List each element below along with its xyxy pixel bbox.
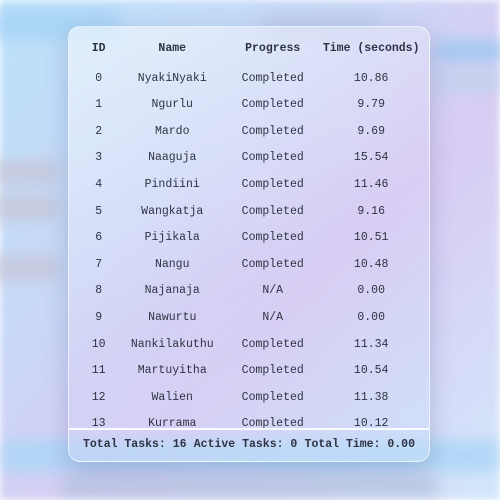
cell-prog: Completed (226, 171, 319, 198)
cell-name: Naaguja (118, 145, 226, 172)
cell-time: 10.54 (319, 357, 423, 384)
cell-prog: Completed (226, 198, 319, 225)
cell-name: Pindiini (118, 171, 226, 198)
total-tasks: Total Tasks: 16 (83, 438, 187, 451)
table-row: 11MartuyithaCompleted10.54 (79, 357, 423, 384)
col-header-time: Time (seconds) (319, 35, 423, 65)
tasks-scroll-area[interactable]: ID Name Progress Time (seconds) 0NyakiNy… (69, 27, 429, 428)
tasks-table: ID Name Progress Time (seconds) 0NyakiNy… (79, 35, 423, 428)
cell-time: 9.69 (319, 118, 423, 145)
cell-time: 15.54 (319, 145, 423, 172)
cell-prog: Completed (226, 224, 319, 251)
active-tasks: Active Tasks: 0 (194, 438, 298, 451)
cell-name: Kurrama (118, 411, 226, 428)
table-row: 3NaagujaCompleted15.54 (79, 145, 423, 172)
cell-name: Najanaja (118, 278, 226, 305)
tasks-footer: Total Tasks: 16 Active Tasks: 0 Total Ti… (69, 428, 429, 461)
cell-prog: Completed (226, 91, 319, 118)
cell-prog: N/A (226, 304, 319, 331)
cell-time: 11.38 (319, 384, 423, 411)
table-row: 9NawurtuN/A0.00 (79, 304, 423, 331)
table-row: 8NajanajaN/A0.00 (79, 278, 423, 305)
cell-id: 12 (79, 384, 118, 411)
table-row: 6PijikalaCompleted10.51 (79, 224, 423, 251)
table-row: 2MardoCompleted9.69 (79, 118, 423, 145)
cell-name: Nangu (118, 251, 226, 278)
table-row: 10NankilakuthuCompleted11.34 (79, 331, 423, 358)
cell-prog: N/A (226, 278, 319, 305)
table-row: 4PindiiniCompleted11.46 (79, 171, 423, 198)
cell-id: 0 (79, 65, 118, 92)
cell-time: 10.48 (319, 251, 423, 278)
table-row: 0NyakiNyakiCompleted10.86 (79, 65, 423, 92)
table-header-row: ID Name Progress Time (seconds) (79, 35, 423, 65)
cell-id: 13 (79, 411, 118, 428)
cell-prog: Completed (226, 65, 319, 92)
cell-name: Walien (118, 384, 226, 411)
cell-prog: Completed (226, 251, 319, 278)
cell-time: 9.16 (319, 198, 423, 225)
total-tasks-value: 16 (173, 438, 187, 451)
cell-prog: Completed (226, 411, 319, 428)
cell-id: 4 (79, 171, 118, 198)
cell-time: 11.34 (319, 331, 423, 358)
cell-time: 11.46 (319, 171, 423, 198)
cell-name: Nankilakuthu (118, 331, 226, 358)
cell-id: 9 (79, 304, 118, 331)
table-row: 1NgurluCompleted9.79 (79, 91, 423, 118)
cell-prog: Completed (226, 357, 319, 384)
cell-prog: Completed (226, 145, 319, 172)
col-header-progress: Progress (226, 35, 319, 65)
cell-prog: Completed (226, 384, 319, 411)
active-tasks-label: Active Tasks: (194, 438, 284, 451)
cell-name: Nawurtu (118, 304, 226, 331)
total-time-label: Total Time: (305, 438, 381, 451)
cell-time: 9.79 (319, 91, 423, 118)
table-row: 12WalienCompleted11.38 (79, 384, 423, 411)
cell-id: 5 (79, 198, 118, 225)
table-row: 7NanguCompleted10.48 (79, 251, 423, 278)
cell-name: NyakiNyaki (118, 65, 226, 92)
cell-id: 11 (79, 357, 118, 384)
col-header-id: ID (79, 35, 118, 65)
cell-id: 10 (79, 331, 118, 358)
cell-time: 0.00 (319, 304, 423, 331)
cell-time: 10.51 (319, 224, 423, 251)
cell-id: 3 (79, 145, 118, 172)
cell-time: 10.12 (319, 411, 423, 428)
tasks-panel: ID Name Progress Time (seconds) 0NyakiNy… (68, 26, 430, 462)
active-tasks-value: 0 (290, 438, 297, 451)
cell-id: 7 (79, 251, 118, 278)
total-time-value: 0.00 (387, 438, 415, 451)
cell-time: 0.00 (319, 278, 423, 305)
table-row: 5WangkatjaCompleted9.16 (79, 198, 423, 225)
cell-name: Ngurlu (118, 91, 226, 118)
table-row: 13KurramaCompleted10.12 (79, 411, 423, 428)
total-time: Total Time: 0.00 (305, 438, 415, 451)
cell-id: 8 (79, 278, 118, 305)
cell-id: 2 (79, 118, 118, 145)
cell-id: 1 (79, 91, 118, 118)
cell-name: Pijikala (118, 224, 226, 251)
total-tasks-label: Total Tasks: (83, 438, 166, 451)
cell-id: 6 (79, 224, 118, 251)
cell-name: Wangkatja (118, 198, 226, 225)
cell-name: Martuyitha (118, 357, 226, 384)
col-header-name: Name (118, 35, 226, 65)
cell-prog: Completed (226, 331, 319, 358)
cell-name: Mardo (118, 118, 226, 145)
cell-prog: Completed (226, 118, 319, 145)
cell-time: 10.86 (319, 65, 423, 92)
